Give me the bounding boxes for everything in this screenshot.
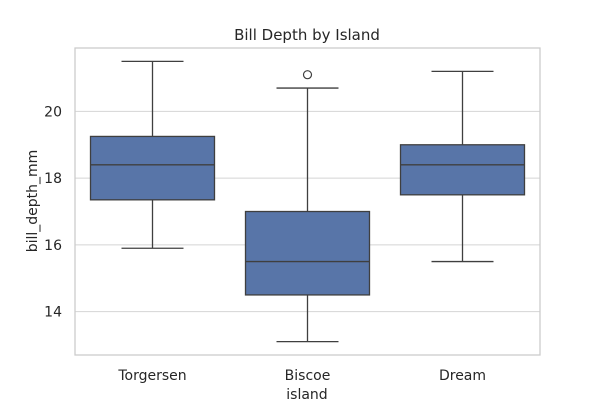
y-tick-label: 14 xyxy=(44,305,62,321)
plot-area: 14 16 18 20 Torgersen Biscoe Dream xyxy=(44,47,541,384)
x-tick-label: Biscoe xyxy=(285,368,331,384)
box-dream xyxy=(399,144,526,196)
y-axis-label: bill_depth_mm xyxy=(25,150,41,253)
x-axis-label: island xyxy=(286,387,327,400)
box-torgersen xyxy=(89,135,216,201)
outlier-point xyxy=(302,70,313,80)
x-tick-label: Torgersen xyxy=(117,368,186,384)
x-tick-label: Dream xyxy=(439,368,486,384)
box-biscoe xyxy=(244,210,371,296)
y-tick-label: 18 xyxy=(44,171,62,187)
chart-title: Bill Depth by Island xyxy=(234,26,380,44)
y-tick-label: 20 xyxy=(44,104,62,120)
y-tick-label: 16 xyxy=(44,238,62,254)
plot-frame xyxy=(74,47,541,356)
